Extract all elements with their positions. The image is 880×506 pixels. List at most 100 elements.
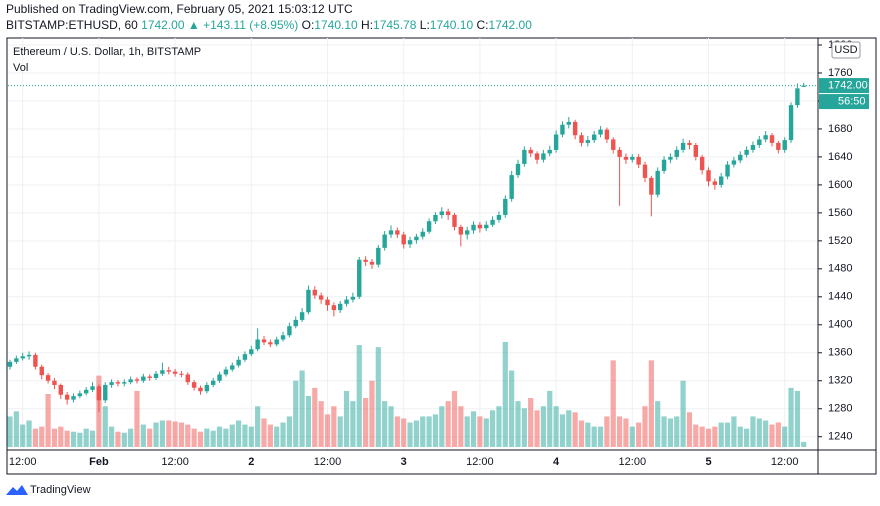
volume-bar bbox=[89, 430, 96, 447]
candle-body bbox=[299, 312, 305, 320]
volume-bar bbox=[655, 401, 661, 447]
symbol: BITSTAMP:ETHUSD, 60 bbox=[6, 18, 138, 32]
currency-box[interactable] bbox=[831, 41, 861, 59]
candle-body bbox=[376, 247, 381, 265]
volume-bar bbox=[712, 426, 718, 447]
volume-bar bbox=[356, 345, 362, 447]
candle-body bbox=[166, 370, 171, 372]
volume-bar bbox=[642, 406, 648, 447]
volume-bar bbox=[782, 426, 788, 447]
volume-bar bbox=[147, 428, 153, 447]
candle-body bbox=[14, 358, 19, 362]
volume-bar bbox=[496, 406, 502, 447]
volume-bar bbox=[483, 418, 489, 447]
y-tick-label: 1640 bbox=[828, 151, 852, 163]
volume-bar bbox=[547, 390, 553, 447]
volume-bar bbox=[553, 406, 559, 447]
o-label: O: bbox=[302, 18, 315, 32]
candle-body bbox=[661, 159, 667, 171]
candle-body bbox=[725, 164, 730, 177]
candle-body bbox=[128, 379, 133, 383]
candle-body bbox=[325, 299, 330, 306]
candle-body bbox=[395, 230, 400, 235]
volume-bar bbox=[20, 424, 26, 447]
candle-body bbox=[338, 303, 343, 311]
candle-body bbox=[407, 240, 413, 245]
candle-body bbox=[585, 140, 591, 143]
volume-bar bbox=[750, 416, 756, 447]
candle-body bbox=[566, 121, 571, 125]
volume-bar bbox=[286, 416, 292, 447]
volume-bar bbox=[337, 416, 343, 447]
volume-bar bbox=[477, 416, 483, 447]
candle-body bbox=[750, 145, 756, 150]
candle-body bbox=[141, 376, 146, 381]
currency[interactable]: USD bbox=[834, 44, 857, 56]
candle-body bbox=[680, 142, 686, 150]
y-tick-label: 1680 bbox=[828, 123, 852, 135]
volume-bar bbox=[382, 401, 388, 447]
volume-bar bbox=[388, 406, 394, 447]
volume-bar bbox=[439, 406, 445, 447]
candle-body bbox=[179, 373, 184, 375]
volume-bar bbox=[744, 428, 750, 447]
volume-bar bbox=[559, 414, 566, 447]
volume-bar bbox=[623, 418, 629, 447]
candle-body bbox=[433, 214, 438, 222]
candle-body bbox=[623, 156, 629, 160]
candle-body bbox=[719, 176, 724, 185]
candle-body bbox=[388, 230, 394, 235]
candle-body bbox=[249, 349, 254, 355]
candle-body bbox=[515, 163, 521, 176]
candle-body bbox=[26, 354, 32, 357]
y-tick-label: 1760 bbox=[828, 67, 852, 79]
candle-body bbox=[782, 140, 787, 150]
candle-body bbox=[636, 156, 641, 165]
candle-body bbox=[757, 139, 762, 146]
candle-body bbox=[547, 149, 552, 154]
y-tick-label: 1600 bbox=[828, 179, 852, 191]
candle-body bbox=[490, 219, 495, 225]
candle-body bbox=[649, 177, 654, 195]
x-tick-label: 2 bbox=[248, 456, 254, 468]
candle-body bbox=[541, 153, 546, 160]
candle-body bbox=[344, 299, 349, 304]
candle-body bbox=[306, 289, 311, 313]
volume-bar bbox=[115, 431, 121, 447]
candle-body bbox=[674, 149, 679, 157]
candle-body bbox=[528, 149, 533, 154]
candle-body bbox=[611, 139, 616, 150]
volume-bar bbox=[312, 387, 318, 447]
volume-bar bbox=[102, 406, 108, 447]
volume-bar bbox=[267, 424, 273, 447]
volume-bar bbox=[318, 401, 324, 447]
volume-bar bbox=[769, 424, 775, 447]
countdown-label: 56:50 bbox=[838, 95, 866, 107]
volume-bar bbox=[667, 418, 673, 447]
candle-body bbox=[560, 124, 565, 135]
h-label: H: bbox=[361, 18, 373, 32]
candle-body bbox=[630, 156, 635, 160]
volume-bar bbox=[756, 418, 762, 447]
volume-bar bbox=[597, 426, 604, 447]
candle-body bbox=[458, 226, 464, 235]
last-price-label: 1742.00 bbox=[828, 79, 868, 91]
volume-bar bbox=[432, 414, 439, 447]
volume-bar bbox=[801, 441, 807, 447]
volume-bar bbox=[128, 428, 134, 447]
candle-layer bbox=[7, 82, 817, 413]
x-tick-label: 5 bbox=[705, 456, 711, 468]
volume-bar bbox=[299, 370, 305, 447]
volume-bar bbox=[242, 424, 248, 447]
candle-body bbox=[204, 384, 210, 392]
candle-body bbox=[45, 375, 51, 381]
volume-bar bbox=[121, 432, 127, 447]
c-label: C: bbox=[477, 18, 489, 32]
candle-body bbox=[134, 379, 140, 381]
candle-body bbox=[331, 305, 337, 311]
volume-bar bbox=[51, 428, 58, 447]
candle-body bbox=[668, 156, 673, 160]
candle-body bbox=[230, 365, 235, 370]
brand: TradingView bbox=[30, 484, 91, 496]
